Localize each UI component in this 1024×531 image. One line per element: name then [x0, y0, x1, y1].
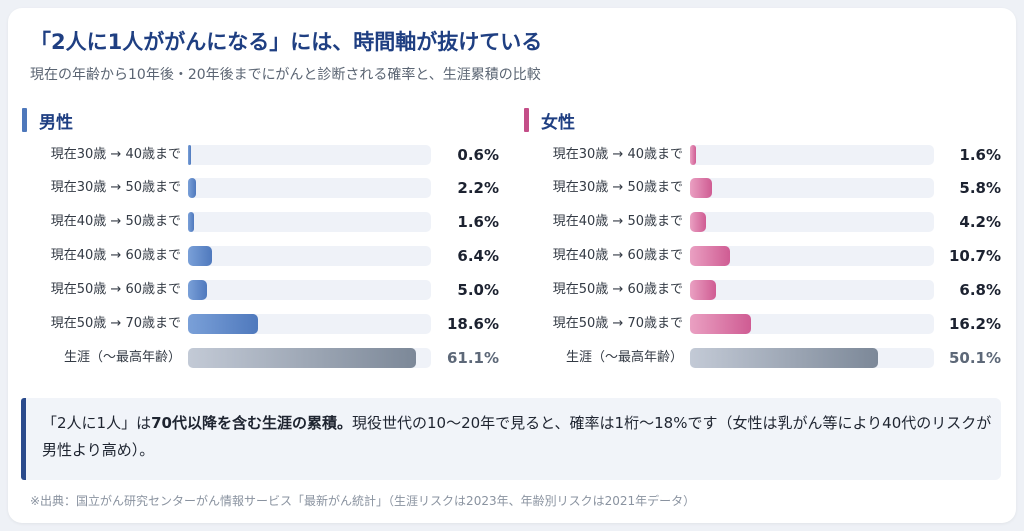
category-label-lifetime: 生涯（〜最高年齢） — [63, 350, 181, 365]
category-label: 現在40歳 → 50歳まで — [50, 214, 181, 229]
value-label: 0.6% — [457, 146, 499, 164]
bar-track — [690, 314, 934, 334]
bar-track — [690, 348, 934, 368]
page-subtitle: 現在の年齢から10年後・20年後までにがんと診断される確率と、生涯累積の比較 — [30, 67, 541, 83]
value-label: 1.6% — [457, 213, 499, 231]
summary-note: 「2人に1人」は70代以降を含む生涯の累積。現役世代の10〜20年で見ると、確率… — [21, 398, 1001, 480]
male-accent-bar — [22, 108, 27, 132]
category-label: 現在30歳 → 40歳まで — [50, 147, 181, 162]
category-label: 現在40歳 → 60歳まで — [552, 248, 683, 263]
value-label: 16.2% — [948, 315, 1001, 333]
bar — [690, 178, 712, 198]
note-accent-bar — [21, 398, 26, 480]
category-label: 現在30歳 → 40歳まで — [552, 147, 683, 162]
value-label: 10.7% — [948, 247, 1001, 265]
bar — [690, 314, 751, 334]
bar-track — [690, 246, 934, 266]
bar-track — [690, 145, 934, 165]
bar-track — [690, 280, 934, 300]
page-title: 「2人に1人ががんになる」には、時間軸が抜けている — [30, 30, 543, 54]
bar-track — [188, 280, 431, 300]
female-section-header: 女性 — [524, 107, 575, 133]
note-text: 「2人に1人」は70代以降を含む生涯の累積。現役世代の10〜20年で見ると、確率… — [42, 410, 992, 464]
value-label: 4.2% — [959, 213, 1001, 231]
bar-track — [188, 348, 431, 368]
category-label: 現在50歳 → 70歳まで — [552, 316, 683, 331]
category-label: 現在30歳 → 50歳まで — [552, 180, 683, 195]
bar — [188, 145, 191, 165]
source-citation: ※出典：国立がん研究センターがん情報サービス「最新がん統計」（生涯リスクは202… — [30, 494, 696, 508]
value-label: 5.8% — [959, 179, 1001, 197]
bar — [690, 212, 706, 232]
bar-track — [188, 145, 431, 165]
bar — [690, 145, 696, 165]
value-label: 61.1% — [446, 349, 499, 367]
note-text-part2: 現役世代の10〜20年で見ると、確率は1桁〜18%です（女性は乳がん等により40… — [42, 414, 992, 459]
note-text-bold: 70代以降を含む生涯の累積。 — [151, 414, 352, 432]
value-label: 5.0% — [457, 281, 499, 299]
bar — [690, 280, 716, 300]
bar-track — [188, 246, 431, 266]
bar-track — [690, 178, 934, 198]
value-label: 2.2% — [457, 179, 499, 197]
bar-lifetime — [690, 348, 879, 368]
bar-track — [188, 212, 431, 232]
male-section-header: 男性 — [22, 107, 73, 133]
bar — [188, 178, 197, 198]
bar — [188, 212, 194, 232]
category-label: 現在30歳 → 50歳まで — [50, 180, 181, 195]
note-text-part1: 「2人に1人」は — [42, 414, 152, 432]
value-label: 6.8% — [959, 281, 1001, 299]
female-accent-bar — [524, 108, 529, 132]
value-label: 1.6% — [959, 146, 1001, 164]
category-label: 現在50歳 → 70歳まで — [50, 316, 181, 331]
category-label: 現在50歳 → 60歳まで — [50, 282, 181, 297]
category-label: 現在50歳 → 60歳まで — [552, 282, 683, 297]
category-label: 現在40歳 → 60歳まで — [50, 248, 181, 263]
bar — [188, 246, 212, 266]
male-section-title: 男性 — [39, 112, 73, 133]
value-label: 6.4% — [457, 247, 499, 265]
bar — [690, 246, 731, 266]
bar — [188, 280, 207, 300]
bar-track — [690, 212, 934, 232]
value-label: 50.1% — [948, 349, 1001, 367]
bar-lifetime — [188, 348, 417, 368]
bar-track — [188, 314, 431, 334]
category-label: 現在40歳 → 50歳まで — [552, 214, 683, 229]
category-label-lifetime: 生涯（〜最高年齢） — [565, 350, 683, 365]
value-label: 18.6% — [446, 315, 499, 333]
bar — [188, 314, 258, 334]
bar-track — [188, 178, 431, 198]
female-section-title: 女性 — [541, 112, 575, 133]
